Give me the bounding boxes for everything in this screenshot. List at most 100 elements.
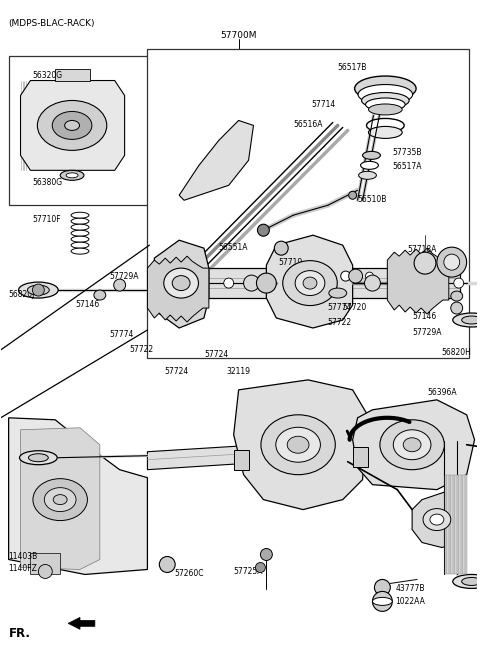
Polygon shape <box>21 428 100 570</box>
Ellipse shape <box>27 285 49 295</box>
Circle shape <box>437 247 467 277</box>
Ellipse shape <box>65 120 80 130</box>
Circle shape <box>364 275 380 291</box>
Text: 57724: 57724 <box>164 367 189 376</box>
Text: 57725A: 57725A <box>234 567 263 576</box>
Polygon shape <box>147 256 209 322</box>
Circle shape <box>261 548 272 561</box>
Text: 56517A: 56517A <box>392 162 422 171</box>
Polygon shape <box>55 68 90 81</box>
Circle shape <box>224 278 234 288</box>
Bar <box>465 475 467 574</box>
Bar <box>463 475 465 574</box>
Bar <box>459 475 461 574</box>
Ellipse shape <box>261 415 336 475</box>
Circle shape <box>348 269 362 283</box>
Circle shape <box>341 271 351 281</box>
Circle shape <box>366 272 373 280</box>
Text: 56510B: 56510B <box>358 195 387 204</box>
Polygon shape <box>387 248 449 314</box>
Text: 57724: 57724 <box>204 350 228 359</box>
Polygon shape <box>68 618 95 629</box>
Circle shape <box>114 279 126 291</box>
Circle shape <box>372 592 392 611</box>
Bar <box>155 268 460 298</box>
Ellipse shape <box>71 230 89 236</box>
Text: 56517B: 56517B <box>338 63 367 72</box>
Ellipse shape <box>33 479 87 521</box>
Ellipse shape <box>295 271 325 296</box>
Text: 56516A: 56516A <box>293 120 323 129</box>
Bar <box>461 475 463 574</box>
Ellipse shape <box>60 171 84 180</box>
Ellipse shape <box>453 313 480 327</box>
Ellipse shape <box>329 288 347 298</box>
Ellipse shape <box>71 236 89 242</box>
Ellipse shape <box>71 224 89 230</box>
Circle shape <box>256 273 276 293</box>
Bar <box>30 552 60 574</box>
Ellipse shape <box>462 578 480 585</box>
Circle shape <box>348 191 357 199</box>
Text: 57719: 57719 <box>278 258 302 267</box>
Ellipse shape <box>94 290 106 300</box>
Circle shape <box>38 565 52 578</box>
Circle shape <box>414 252 436 274</box>
Circle shape <box>257 224 269 236</box>
Ellipse shape <box>20 451 57 464</box>
Ellipse shape <box>359 171 376 180</box>
Ellipse shape <box>369 127 402 138</box>
Ellipse shape <box>19 282 58 298</box>
Ellipse shape <box>362 151 380 160</box>
Ellipse shape <box>462 316 480 324</box>
Text: 57710F: 57710F <box>33 215 61 224</box>
Text: 57146: 57146 <box>75 300 99 309</box>
Ellipse shape <box>71 242 89 248</box>
Text: 1140FZ: 1140FZ <box>9 565 37 574</box>
Text: 56820H: 56820H <box>442 348 472 357</box>
Bar <box>453 475 455 574</box>
Ellipse shape <box>355 76 416 101</box>
Bar <box>455 475 457 574</box>
Text: (MDPS-BLAC-RACK): (MDPS-BLAC-RACK) <box>9 19 95 28</box>
Ellipse shape <box>276 427 321 462</box>
Bar <box>9 56 152 205</box>
Ellipse shape <box>66 173 78 178</box>
Ellipse shape <box>245 277 261 289</box>
Polygon shape <box>234 380 368 510</box>
Polygon shape <box>179 120 253 200</box>
Text: 57729A: 57729A <box>110 272 139 281</box>
Bar <box>447 475 449 574</box>
Ellipse shape <box>71 213 89 218</box>
Polygon shape <box>21 81 125 171</box>
Ellipse shape <box>71 248 89 254</box>
Ellipse shape <box>53 495 67 505</box>
Text: 57260C: 57260C <box>174 570 204 578</box>
Ellipse shape <box>430 514 444 525</box>
Circle shape <box>374 579 390 596</box>
Ellipse shape <box>403 438 421 452</box>
Text: 57718A: 57718A <box>407 245 436 254</box>
Text: 56820J: 56820J <box>9 290 35 299</box>
Circle shape <box>454 278 464 288</box>
Polygon shape <box>147 433 459 470</box>
Text: 57714: 57714 <box>311 101 335 109</box>
Ellipse shape <box>367 118 404 132</box>
Text: 1022AA: 1022AA <box>395 598 425 607</box>
Ellipse shape <box>28 453 48 462</box>
Ellipse shape <box>451 291 463 301</box>
Ellipse shape <box>393 430 431 460</box>
Polygon shape <box>155 240 209 328</box>
Bar <box>445 475 447 574</box>
Circle shape <box>274 241 288 255</box>
Ellipse shape <box>358 85 413 105</box>
Bar <box>457 475 459 574</box>
Ellipse shape <box>287 436 309 453</box>
Ellipse shape <box>423 508 451 530</box>
Ellipse shape <box>37 101 107 151</box>
Ellipse shape <box>366 98 405 111</box>
Ellipse shape <box>283 260 337 306</box>
Circle shape <box>255 563 265 572</box>
Bar <box>234 450 249 470</box>
Text: 56320G: 56320G <box>33 70 62 79</box>
